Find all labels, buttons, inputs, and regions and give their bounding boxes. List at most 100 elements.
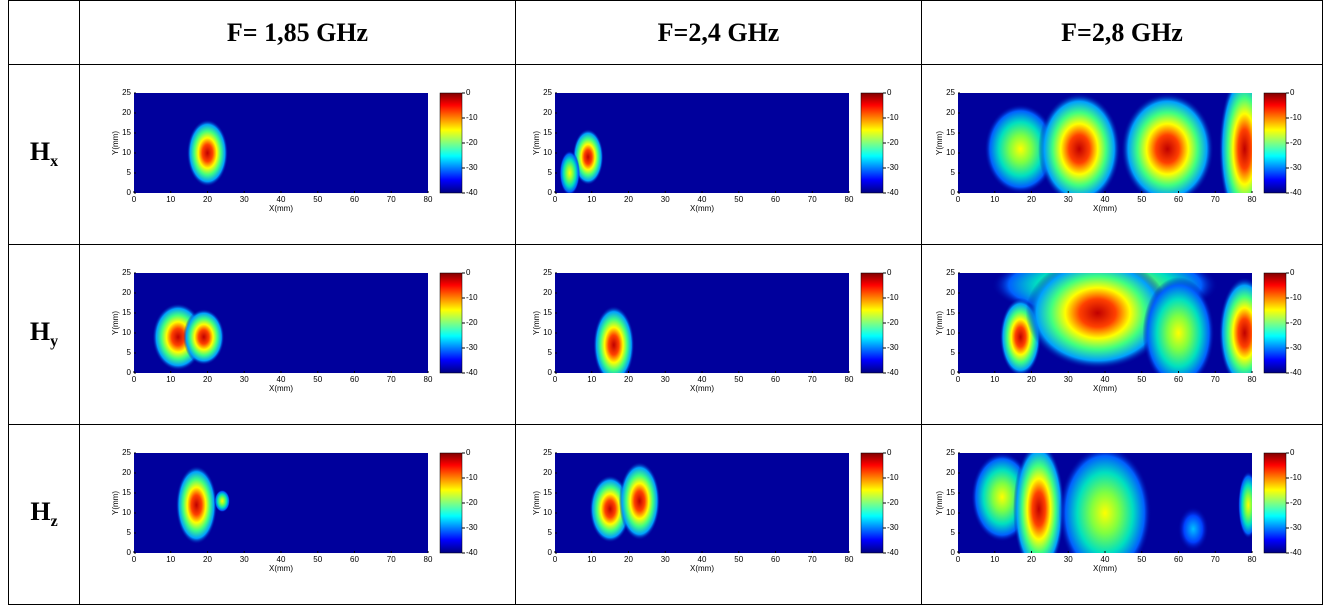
row-label-text: H [29, 137, 51, 167]
y-tick-label: 5 [547, 528, 552, 537]
colorbar [1263, 92, 1287, 194]
x-tick-label: 30 [239, 195, 248, 204]
x-tick-label: 50 [313, 555, 322, 564]
y-tick-label: 0 [547, 548, 552, 557]
colorbar-tick-label: -10 [887, 113, 899, 122]
x-tick-label: 70 [1211, 555, 1220, 564]
x-tick-label: 60 [771, 375, 780, 384]
y-tick-label: 10 [946, 508, 955, 517]
row-label: Hx [8, 64, 80, 245]
x-tick-label: 50 [734, 375, 743, 384]
field-blob [618, 461, 660, 541]
x-tick-label: 0 [956, 375, 961, 384]
y-tick-label: 25 [543, 268, 552, 277]
field-blob [1238, 471, 1252, 539]
x-tick-label: 40 [276, 555, 285, 564]
y-tick-label: 0 [547, 368, 552, 377]
colorbar-tick-label: 0 [887, 448, 892, 457]
colorbar [439, 92, 462, 194]
plot-cell: 0 10 20 30 40 50 60 70 80 0 5 10 15 20 25 X(mm) Y(mm) 0 -1… [921, 64, 1323, 245]
row-label: Hz [8, 424, 80, 605]
x-tick-label: 0 [131, 375, 136, 384]
x-tick-label: 20 [203, 195, 212, 204]
y-tick-label: 5 [547, 168, 552, 177]
x-tick-label: 10 [990, 555, 999, 564]
colorbar-tick-label: -40 [887, 368, 899, 377]
y-tick-label: 5 [951, 528, 956, 537]
field-blob [1142, 277, 1215, 373]
x-tick-label: 60 [1174, 195, 1183, 204]
column-header: F=2,4 GHz [515, 0, 922, 65]
field-blob [558, 150, 580, 193]
colorbar [1263, 272, 1287, 374]
colorbar-tick-label: -20 [466, 318, 478, 327]
y-axis-label: Y(mm) [111, 491, 120, 515]
field-blob [1177, 506, 1209, 552]
blobs [175, 465, 230, 545]
y-tick-label: 25 [946, 268, 955, 277]
field-map: 0 10 20 30 40 50 60 70 80 0 5 10 15 20 25 X(mm) Y(mm) 0 -1… [111, 88, 478, 213]
field-blob [1038, 93, 1121, 193]
x-tick-label: 0 [956, 195, 961, 204]
colorbar-tick-label: -40 [887, 548, 899, 557]
field-map: 0 10 20 30 40 50 60 70 80 0 5 10 15 20 25 X(mm) Y(mm) 0 -1… [935, 448, 1302, 573]
colorbar-tick-label: -20 [1290, 318, 1302, 327]
y-tick-label: 10 [122, 328, 131, 337]
corner [8, 0, 80, 65]
row-label-text: H [29, 317, 51, 347]
x-tick-label: 10 [587, 375, 596, 384]
x-tick-label: 60 [350, 555, 359, 564]
field-blob [186, 119, 228, 187]
field-map: 0 10 20 30 40 50 60 70 80 0 5 10 15 20 25 X(mm) Y(mm) 0 -1… [532, 268, 899, 393]
y-tick-label: 20 [946, 108, 955, 117]
y-tick-label: 15 [543, 488, 552, 497]
x-tick-label: 30 [239, 375, 248, 384]
blobs [592, 305, 634, 373]
colorbar-tick-label: -20 [887, 318, 899, 327]
x-tick-label: 50 [734, 195, 743, 204]
colorbar-tick-label: -30 [887, 163, 899, 172]
field-map: 0 10 20 30 40 50 60 70 80 0 5 10 15 20 25 X(mm) Y(mm) 0 -1… [111, 268, 478, 393]
x-tick-label: 0 [956, 555, 961, 564]
y-axis-label: Y(mm) [935, 311, 944, 335]
column-header: F= 1,85 GHz [79, 0, 516, 65]
colorbar-tick-label: 0 [887, 268, 892, 277]
field-map: 0 10 20 30 40 50 60 70 80 0 5 10 15 20 25 X(mm) Y(mm) 0 -1… [532, 88, 899, 213]
y-tick-label: 20 [122, 108, 131, 117]
colorbar-tick-label: -10 [466, 293, 478, 302]
x-axis-label: X(mm) [269, 384, 293, 393]
plot-cell: 0 10 20 30 40 50 60 70 80 0 5 10 15 20 25 X(mm) Y(mm) 0 -1… [515, 244, 922, 425]
colorbar-tick-label: 0 [466, 448, 471, 457]
field-blob [984, 104, 1057, 193]
colorbar-tick-label: -10 [466, 113, 478, 122]
colorbar-tick-label: -30 [1290, 343, 1302, 352]
y-tick-label: 10 [946, 148, 955, 157]
colorbar-tick-label: 0 [1290, 448, 1295, 457]
x-tick-label: 80 [844, 375, 853, 384]
y-tick-label: 25 [122, 88, 131, 97]
field-map: 0 10 20 30 40 50 60 70 80 0 5 10 15 20 25 X(mm) Y(mm) 0 -1… [935, 268, 1302, 393]
row-label-sub: x [50, 153, 59, 171]
colorbar-tick-label: -20 [887, 138, 899, 147]
x-tick-label: 20 [203, 555, 212, 564]
colorbar-tick-label: -10 [466, 473, 478, 482]
x-tick-label: 70 [1211, 195, 1220, 204]
field-blob [182, 309, 224, 365]
x-tick-label: 50 [1137, 555, 1146, 564]
x-tick-label: 30 [1064, 555, 1073, 564]
x-tick-label: 50 [313, 195, 322, 204]
y-tick-label: 0 [951, 548, 956, 557]
x-tick-label: 80 [423, 555, 432, 564]
x-tick-label: 70 [386, 195, 395, 204]
x-tick-label: 60 [1174, 375, 1183, 384]
field-blob [1218, 277, 1252, 373]
plot-cell: 0 10 20 30 40 50 60 70 80 0 5 10 15 20 25 X(mm) Y(mm) 0 -1… [921, 244, 1323, 425]
plot-cell: 0 10 20 30 40 50 60 70 80 0 5 10 15 20 25 X(mm) Y(mm) 0 -1… [921, 424, 1323, 605]
colorbar-tick-label: -10 [887, 473, 899, 482]
x-tick-label: 80 [844, 195, 853, 204]
colorbar-tick-label: -40 [1290, 188, 1302, 197]
row-label-sub: z [50, 513, 58, 531]
y-tick-label: 10 [543, 508, 552, 517]
y-tick-label: 10 [543, 148, 552, 157]
y-tick-label: 5 [547, 348, 552, 357]
